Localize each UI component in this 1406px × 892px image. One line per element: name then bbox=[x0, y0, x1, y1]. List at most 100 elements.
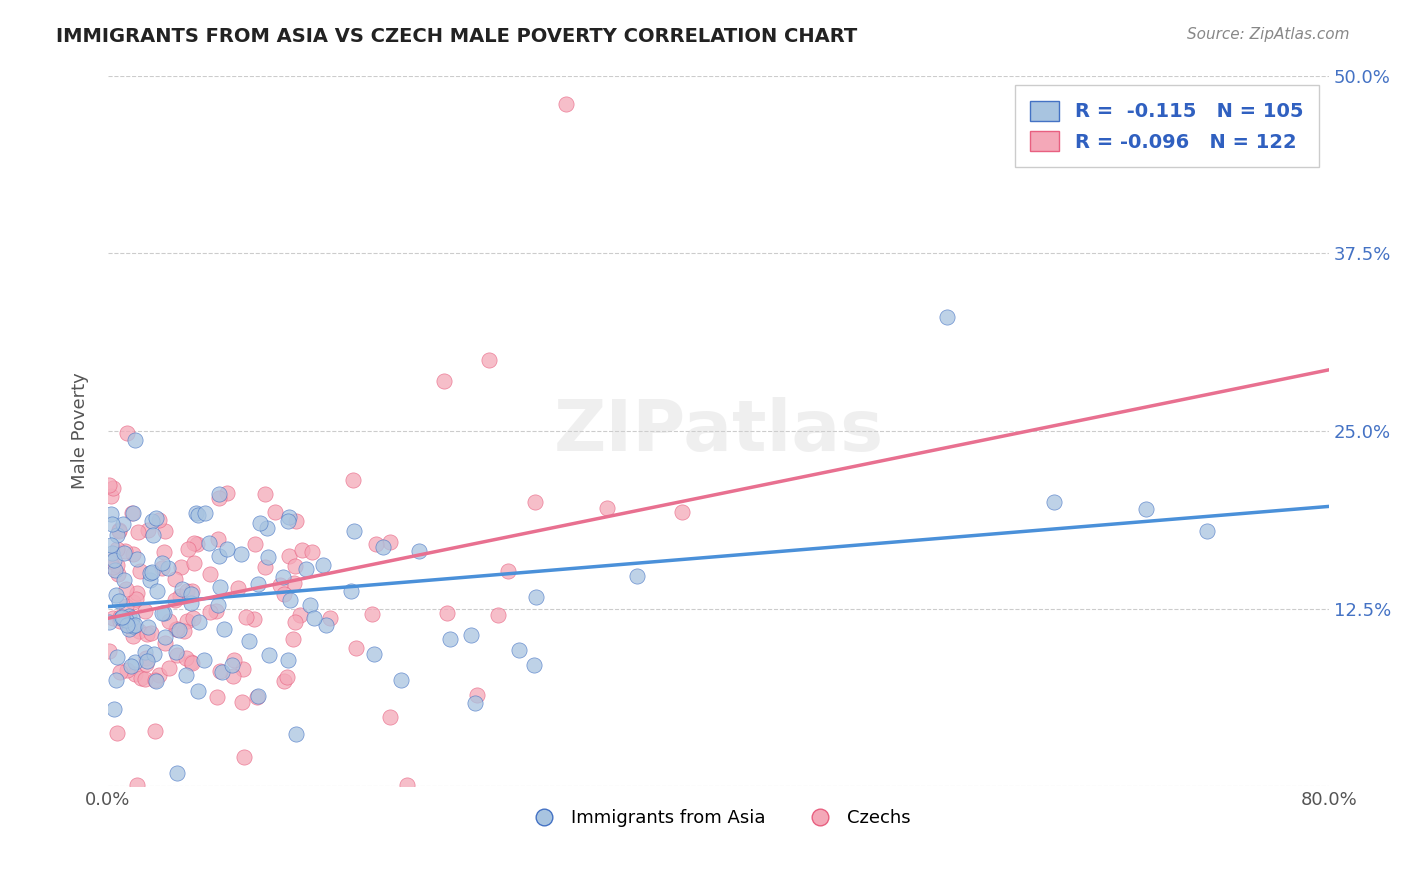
Point bbox=[121, 629, 143, 643]
Point bbox=[108, 594, 131, 608]
Text: IMMIGRANTS FROM ASIA VS CZECH MALE POVERTY CORRELATION CHART: IMMIGRANTS FROM ASIA VS CZECH MALE POVER… bbox=[56, 27, 858, 45]
Point bbox=[100, 539, 122, 553]
Point bbox=[253, 559, 276, 574]
Point bbox=[107, 523, 129, 537]
Point bbox=[361, 607, 384, 621]
Point bbox=[97, 477, 120, 491]
Point bbox=[101, 517, 124, 532]
Point bbox=[339, 584, 361, 599]
Point bbox=[498, 564, 520, 578]
Point bbox=[167, 623, 190, 637]
Point bbox=[150, 561, 173, 575]
Point bbox=[253, 487, 276, 501]
Point bbox=[228, 582, 250, 596]
Point bbox=[207, 598, 229, 612]
Point bbox=[148, 513, 170, 527]
Point bbox=[217, 485, 239, 500]
Point bbox=[157, 561, 180, 575]
Point bbox=[121, 618, 143, 632]
Point bbox=[276, 670, 298, 684]
Point bbox=[222, 669, 245, 683]
Text: Source: ZipAtlas.com: Source: ZipAtlas.com bbox=[1187, 27, 1350, 42]
Point bbox=[554, 97, 576, 112]
Point bbox=[118, 608, 141, 623]
Point bbox=[129, 671, 152, 685]
Point bbox=[184, 506, 207, 520]
Point bbox=[110, 611, 132, 625]
Point bbox=[319, 611, 342, 625]
Point bbox=[157, 614, 180, 628]
Point bbox=[389, 673, 412, 687]
Point bbox=[243, 537, 266, 551]
Point bbox=[478, 352, 501, 367]
Point bbox=[134, 605, 156, 619]
Point bbox=[298, 598, 321, 612]
Point bbox=[100, 507, 122, 521]
Point bbox=[364, 536, 387, 550]
Point bbox=[108, 609, 131, 624]
Point bbox=[247, 577, 270, 591]
Point bbox=[671, 505, 693, 519]
Point bbox=[342, 524, 364, 539]
Point bbox=[142, 528, 165, 542]
Point bbox=[273, 586, 295, 600]
Point bbox=[153, 524, 176, 538]
Point bbox=[101, 482, 124, 496]
Point bbox=[105, 558, 128, 573]
Point bbox=[257, 648, 280, 662]
Point bbox=[105, 650, 128, 665]
Point bbox=[187, 615, 209, 629]
Point bbox=[103, 611, 125, 625]
Point bbox=[238, 633, 260, 648]
Point bbox=[936, 310, 959, 325]
Point bbox=[290, 608, 312, 623]
Point bbox=[224, 653, 246, 667]
Point bbox=[111, 516, 134, 531]
Point bbox=[128, 564, 150, 578]
Point bbox=[127, 552, 149, 566]
Point bbox=[115, 582, 138, 596]
Point bbox=[380, 710, 402, 724]
Point bbox=[186, 537, 208, 551]
Point bbox=[187, 683, 209, 698]
Point bbox=[626, 569, 648, 583]
Point bbox=[246, 689, 269, 703]
Point bbox=[211, 665, 233, 679]
Point bbox=[291, 543, 314, 558]
Point bbox=[180, 655, 202, 669]
Point bbox=[125, 591, 148, 606]
Point bbox=[285, 514, 308, 528]
Point bbox=[134, 672, 156, 686]
Point bbox=[103, 702, 125, 716]
Point bbox=[177, 541, 200, 556]
Point bbox=[139, 625, 162, 640]
Point bbox=[408, 543, 430, 558]
Point bbox=[157, 661, 180, 675]
Point bbox=[433, 374, 456, 388]
Point bbox=[141, 514, 163, 528]
Point bbox=[380, 534, 402, 549]
Text: ZIPatlas: ZIPatlas bbox=[554, 397, 883, 466]
Point bbox=[181, 611, 204, 625]
Point bbox=[139, 573, 162, 587]
Point bbox=[486, 607, 509, 622]
Point bbox=[135, 626, 157, 640]
Point bbox=[124, 433, 146, 447]
Y-axis label: Male Poverty: Male Poverty bbox=[72, 373, 89, 490]
Point bbox=[312, 558, 335, 573]
Point bbox=[269, 578, 291, 592]
Point bbox=[283, 576, 305, 591]
Point bbox=[271, 570, 294, 584]
Point bbox=[217, 542, 239, 557]
Point bbox=[207, 491, 229, 506]
Point bbox=[212, 622, 235, 636]
Legend: Immigrants from Asia, Czechs: Immigrants from Asia, Czechs bbox=[519, 802, 918, 834]
Point bbox=[153, 544, 176, 558]
Point bbox=[98, 553, 121, 567]
Point bbox=[524, 495, 547, 509]
Point bbox=[229, 547, 252, 561]
Point bbox=[277, 515, 299, 529]
Point bbox=[97, 644, 120, 658]
Point bbox=[523, 657, 546, 672]
Point bbox=[115, 614, 138, 628]
